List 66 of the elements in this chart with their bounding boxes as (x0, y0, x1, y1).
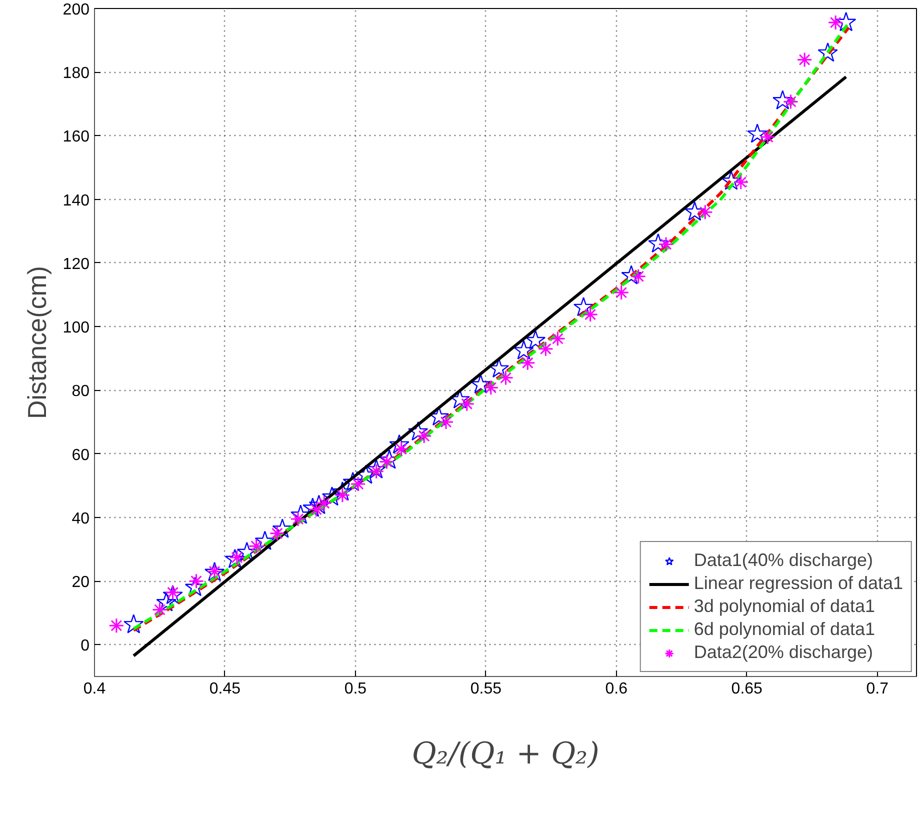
point (733, 174, 749, 190)
point (124, 614, 144, 634)
point (614, 284, 630, 300)
point (772, 90, 793, 110)
y-tick-label: 100 (62, 320, 90, 337)
point (322, 486, 342, 506)
point (747, 124, 768, 143)
point (162, 584, 183, 604)
point (684, 201, 705, 221)
point (538, 341, 554, 357)
legend-label: 3d polynomial of data1 (694, 596, 875, 617)
point (520, 355, 536, 371)
x-axis-title: Q₂/(Q₁ + Q₂) (412, 736, 600, 772)
point (483, 380, 499, 396)
point (188, 573, 204, 589)
point (254, 530, 276, 550)
x-tick-label: 0.55 (470, 680, 502, 698)
y-tick-label: 140 (62, 192, 90, 210)
x-tick-label: 0.65 (731, 680, 763, 698)
y-tick-label: 80 (72, 383, 90, 400)
y-tick-label: 200 (62, 2, 90, 18)
legend-label: Data2(20% discharge) (694, 642, 873, 663)
legend-label: 6d polynomial of data1 (694, 619, 875, 640)
y-tick-label: 40 (72, 510, 90, 528)
point (828, 14, 844, 30)
x-tick-label: 0.45 (209, 680, 241, 698)
legend-label: Linear regression of data1 (694, 573, 903, 594)
point (248, 538, 264, 554)
y-tick-label: 160 (62, 128, 90, 146)
point (366, 459, 386, 478)
point (525, 330, 546, 350)
y-tick-label: 60 (72, 446, 90, 464)
point (648, 233, 668, 253)
point (550, 330, 566, 346)
point (697, 204, 713, 220)
y-tick-label: 0 (80, 638, 90, 655)
point (760, 129, 776, 145)
y-tick-label: 180 (62, 65, 90, 82)
point (236, 542, 258, 562)
point (498, 370, 514, 386)
point (721, 170, 742, 190)
x-tick-label: 0.5 (344, 680, 367, 698)
point (224, 548, 246, 568)
point (290, 511, 306, 527)
y-tick-label: 20 (72, 574, 90, 592)
point (379, 454, 395, 470)
x-tick-label: 0.7 (866, 680, 889, 698)
x-tick-label: 0.4 (83, 680, 106, 698)
point (269, 526, 285, 542)
point (796, 52, 812, 68)
point (342, 472, 363, 492)
point (470, 374, 491, 394)
point (573, 296, 594, 316)
point (108, 618, 124, 634)
point (389, 434, 410, 454)
legend-label: Data1(40% discharge) (694, 550, 873, 571)
y-tick-label: 120 (62, 256, 90, 273)
x-tick-label: 0.6 (605, 680, 628, 698)
point (156, 592, 176, 612)
point (488, 358, 510, 378)
point (836, 12, 856, 32)
point (621, 265, 642, 284)
y-axis-title: Distance(cm) (22, 266, 52, 420)
point (514, 340, 534, 360)
point (408, 421, 428, 441)
point (368, 464, 384, 480)
